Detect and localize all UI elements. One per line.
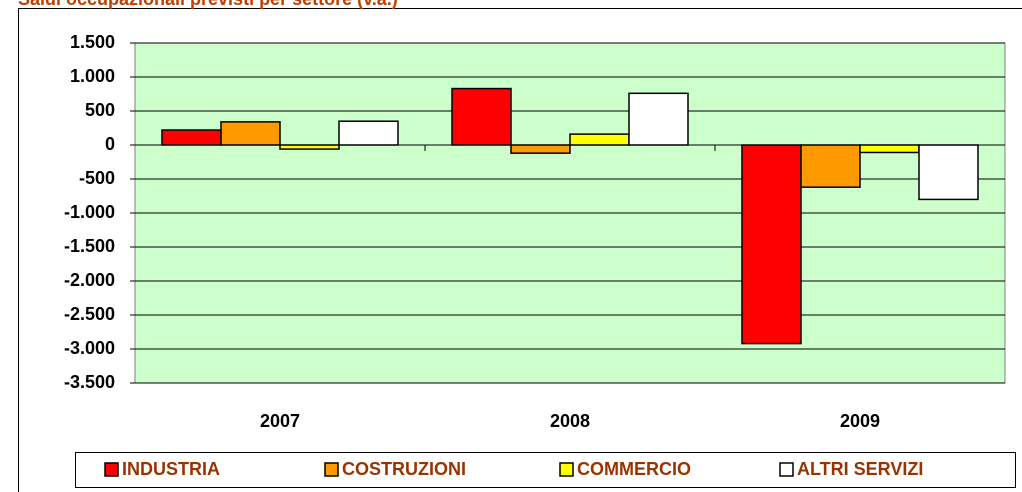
legend-label: COMMERCIO bbox=[577, 459, 691, 479]
y-tick-label: -2.000 bbox=[64, 270, 115, 290]
bar bbox=[569, 133, 630, 146]
y-tick-label: 500 bbox=[85, 100, 115, 120]
bar bbox=[918, 144, 979, 201]
legend-swatch bbox=[559, 462, 574, 477]
chart-title: Saldi occupazionali previsti per settore… bbox=[18, 0, 398, 9]
bar bbox=[220, 121, 281, 146]
legend-box bbox=[75, 452, 1016, 488]
y-tick-label: -3.500 bbox=[64, 372, 115, 392]
bar bbox=[628, 92, 689, 146]
bar bbox=[451, 87, 512, 146]
y-tick-label: -1.500 bbox=[64, 236, 115, 256]
bar bbox=[338, 120, 399, 146]
y-tick-label: 0 bbox=[105, 134, 115, 154]
legend-label: COSTRUZIONI bbox=[342, 459, 466, 479]
legend-swatch bbox=[104, 462, 119, 477]
bar bbox=[279, 144, 340, 150]
bar bbox=[800, 144, 861, 188]
legend-label: INDUSTRIA bbox=[122, 459, 220, 479]
legend-swatch bbox=[779, 462, 794, 477]
x-tick-label: 2009 bbox=[840, 411, 880, 431]
x-tick-label: 2007 bbox=[260, 411, 300, 431]
y-tick-label: -500 bbox=[79, 168, 115, 188]
y-tick-label: -1.000 bbox=[64, 202, 115, 222]
bar bbox=[510, 144, 571, 154]
bar bbox=[741, 144, 802, 345]
bar bbox=[859, 144, 920, 154]
y-tick-label: -2.500 bbox=[64, 304, 115, 324]
bar bbox=[161, 129, 222, 146]
y-tick-label: 1.000 bbox=[70, 66, 115, 86]
y-tick-label: 1.500 bbox=[70, 32, 115, 52]
legend-label: ALTRI SERVIZI bbox=[797, 459, 923, 479]
x-tick-label: 2008 bbox=[550, 411, 590, 431]
y-tick-label: -3.000 bbox=[64, 338, 115, 358]
legend-swatch bbox=[324, 462, 339, 477]
